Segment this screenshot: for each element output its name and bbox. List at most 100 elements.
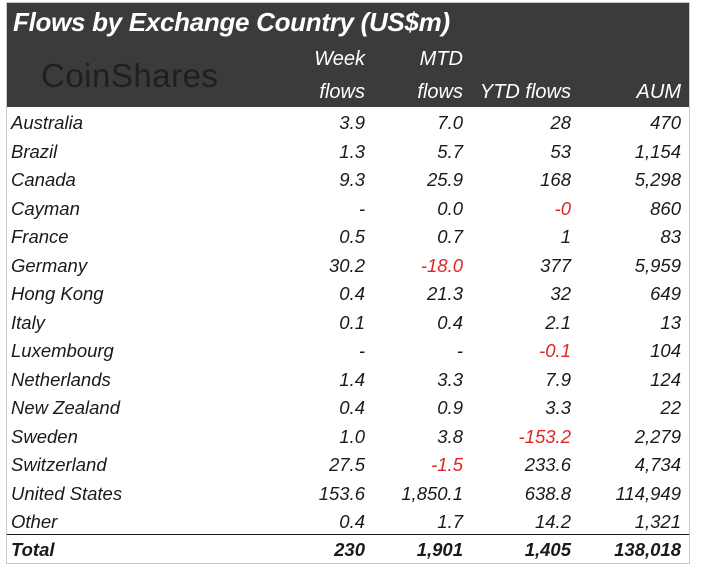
table-row: United States 153.6 1,850.1 638.8 114,949 xyxy=(7,479,689,508)
cell-country: Switzerland xyxy=(11,454,107,475)
cell-week-flows: 1.3 xyxy=(339,140,365,162)
table-row: New Zealand 0.4 0.9 3.3 22 xyxy=(7,393,689,422)
cell-mtd-flows: - xyxy=(456,340,463,361)
cell-aum: 649 xyxy=(650,283,681,304)
cell-aum: 104 xyxy=(650,340,681,361)
total-aum: 138,018 xyxy=(614,539,681,560)
table-row: Switzerland 27.5 -1.5 233.6 4,734 xyxy=(7,450,689,479)
cell-aum: 22 xyxy=(660,397,681,418)
cell-week-flows: 153.6 xyxy=(318,482,365,504)
cell-ytd-flows: -0 xyxy=(554,197,571,219)
cell-ytd-flows: 3.3 xyxy=(545,397,571,418)
cell-ytd-flows: 14.2 xyxy=(534,511,571,532)
table-row: Cayman - 0.0 -0 860 xyxy=(7,194,689,223)
cell-week-flows: 0.5 xyxy=(339,226,365,247)
cell-aum: 470 xyxy=(650,112,681,133)
cell-country: Luxembourg xyxy=(11,340,114,361)
cell-week-flows: - xyxy=(358,197,365,219)
cell-aum: 2,279 xyxy=(634,425,681,447)
cell-aum: 83 xyxy=(660,226,681,247)
col-header-mtd-line1: MTD xyxy=(419,48,463,70)
cell-ytd-flows: 168 xyxy=(540,169,571,190)
cell-ytd-flows: 377 xyxy=(540,254,571,276)
total-mtd: 1,901 xyxy=(416,539,463,560)
cell-week-flows: 0.1 xyxy=(339,311,365,333)
cell-country: New Zealand xyxy=(11,397,121,418)
cell-ytd-flows: 2.1 xyxy=(545,311,571,333)
cell-week-flows: 1.4 xyxy=(339,368,365,390)
table-row: Netherlands 1.4 3.3 7.9 124 xyxy=(7,365,689,394)
col-header-week-line1: Week xyxy=(314,48,365,70)
cell-ytd-flows: 233.6 xyxy=(524,454,571,475)
cell-aum: 4,734 xyxy=(634,454,681,475)
cell-week-flows: 30.2 xyxy=(328,254,365,276)
flows-table-panel: Flows by Exchange Country (US$m) CoinSha… xyxy=(6,2,690,564)
cell-ytd-flows: 638.8 xyxy=(524,482,571,504)
cell-country: Sweden xyxy=(11,425,78,447)
cell-country: Hong Kong xyxy=(11,283,104,304)
cell-mtd-flows: 5.7 xyxy=(437,140,463,162)
cell-mtd-flows: 0.9 xyxy=(437,397,463,418)
cell-mtd-flows: 0.7 xyxy=(437,226,463,247)
table-row: Sweden 1.0 3.8 -153.2 2,279 xyxy=(7,422,689,451)
total-week: 230 xyxy=(334,539,365,560)
cell-week-flows: - xyxy=(358,340,365,361)
cell-week-flows: 0.4 xyxy=(339,397,365,418)
cell-country: United States xyxy=(11,482,123,504)
cell-mtd-flows: -1.5 xyxy=(431,454,463,475)
cell-country: Italy xyxy=(11,311,45,333)
col-header-ytd: YTD flows xyxy=(479,81,571,103)
cell-week-flows: 1.0 xyxy=(339,425,365,447)
cell-country: Brazil xyxy=(11,140,58,162)
cell-mtd-flows: 3.3 xyxy=(437,368,463,390)
cell-country: Canada xyxy=(11,169,76,190)
cell-country: Netherlands xyxy=(11,368,111,390)
cell-aum: 13 xyxy=(660,311,681,333)
cell-aum: 1,321 xyxy=(634,511,681,532)
cell-week-flows: 0.4 xyxy=(339,283,365,304)
cell-ytd-flows: 7.9 xyxy=(545,368,571,390)
cell-aum: 114,949 xyxy=(615,482,682,504)
cell-mtd-flows: 0.4 xyxy=(437,311,463,333)
cell-country: France xyxy=(11,226,69,247)
col-header-mtd-line2: flows xyxy=(417,81,463,103)
cell-ytd-flows: 28 xyxy=(550,112,571,133)
cell-week-flows: 3.9 xyxy=(339,112,365,133)
table-row: Canada 9.3 25.9 168 5,298 xyxy=(7,165,689,194)
cell-mtd-flows: 1.7 xyxy=(437,511,463,532)
col-header-aum: AUM xyxy=(636,81,681,103)
cell-aum: 860 xyxy=(650,197,681,219)
cell-mtd-flows: 0.0 xyxy=(437,197,463,219)
cell-mtd-flows: 7.0 xyxy=(437,112,463,133)
table-row: Other 0.4 1.7 14.2 1,321 xyxy=(7,507,689,536)
table-row: Brazil 1.3 5.7 53 1,154 xyxy=(7,137,689,166)
cell-aum: 5,959 xyxy=(634,254,681,276)
table-row: Italy 0.1 0.4 2.1 13 xyxy=(7,308,689,337)
col-header-week-line2: flows xyxy=(319,81,365,103)
table-row: Luxembourg - - -0.1 104 xyxy=(7,336,689,365)
table-row: France 0.5 0.7 1 83 xyxy=(7,222,689,251)
cell-mtd-flows: 1,850.1 xyxy=(401,482,463,504)
cell-country: Other xyxy=(11,511,58,532)
cell-mtd-flows: 3.8 xyxy=(437,425,463,447)
cell-week-flows: 9.3 xyxy=(339,169,365,190)
cell-aum: 124 xyxy=(650,368,681,390)
cell-mtd-flows: 21.3 xyxy=(426,283,463,304)
table-row: Germany 30.2 -18.0 377 5,959 xyxy=(7,251,689,280)
total-label: Total xyxy=(11,539,55,560)
table-row: Hong Kong 0.4 21.3 32 649 xyxy=(7,279,689,308)
table-row: Australia 3.9 7.0 28 470 xyxy=(7,108,689,137)
cell-country: Cayman xyxy=(11,197,80,219)
coinshares-logo: CoinShares xyxy=(41,57,219,94)
cell-country: Australia xyxy=(11,112,83,133)
cell-aum: 1,154 xyxy=(634,140,681,162)
cell-mtd-flows: -18.0 xyxy=(420,254,463,276)
cell-ytd-flows: 53 xyxy=(550,140,571,162)
cell-aum: 5,298 xyxy=(634,169,681,190)
cell-ytd-flows: -153.2 xyxy=(518,425,571,447)
cell-ytd-flows: 1 xyxy=(560,226,571,247)
cell-ytd-flows: 32 xyxy=(550,283,571,304)
cell-ytd-flows: -0.1 xyxy=(539,340,571,361)
table-title: Flows by Exchange Country (US$m) xyxy=(13,7,450,37)
cell-week-flows: 0.4 xyxy=(339,511,365,532)
